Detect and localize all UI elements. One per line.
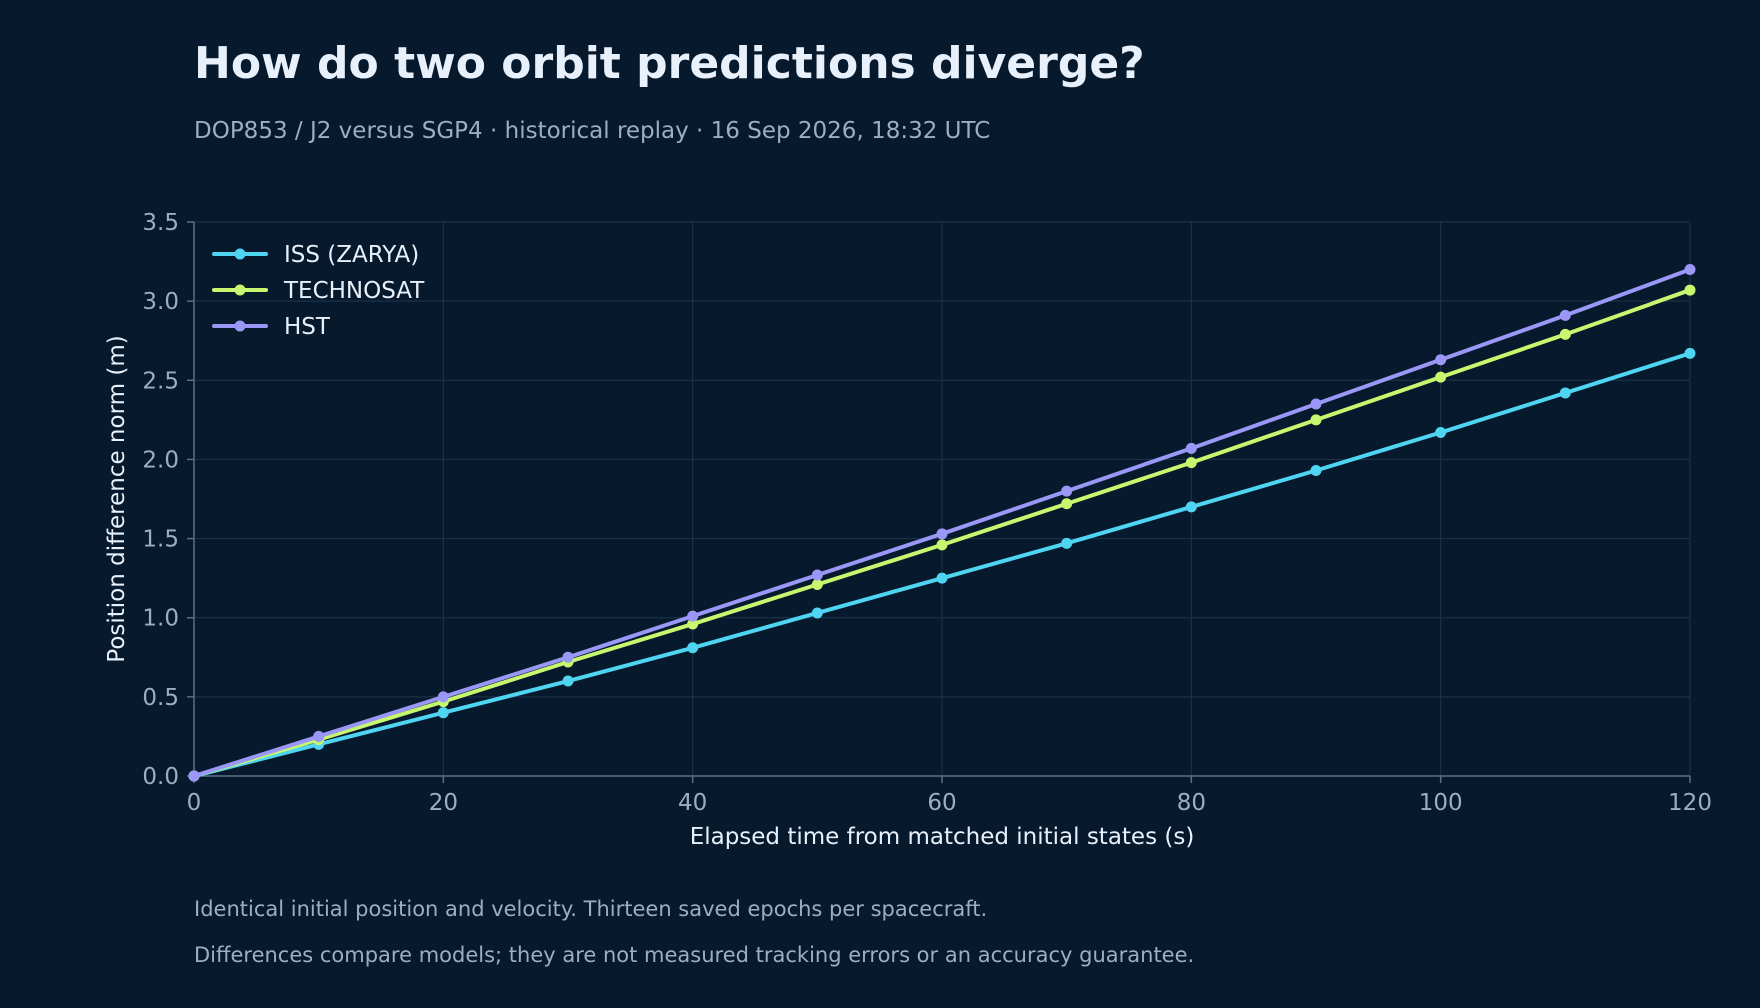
x-tick-label: 40 bbox=[678, 790, 707, 816]
x-tick-label: 0 bbox=[187, 790, 202, 816]
data-point bbox=[562, 651, 574, 663]
data-point bbox=[811, 578, 823, 590]
data-point bbox=[437, 707, 449, 719]
data-point bbox=[687, 618, 699, 630]
y-tick-label: 1.0 bbox=[142, 606, 179, 632]
y-tick-label: 2.5 bbox=[142, 368, 179, 394]
footnote-1: Identical initial position and velocity.… bbox=[194, 897, 988, 921]
y-tick-label: 1.5 bbox=[142, 527, 179, 553]
legend-swatch-marker bbox=[234, 284, 246, 296]
y-tick-label: 3.5 bbox=[142, 210, 179, 236]
data-point bbox=[687, 610, 699, 622]
data-point bbox=[1061, 498, 1073, 510]
data-point bbox=[1185, 501, 1197, 513]
data-point bbox=[687, 642, 699, 654]
legend-label: HST bbox=[284, 314, 331, 340]
data-point bbox=[1559, 309, 1571, 321]
data-point bbox=[1185, 457, 1197, 469]
y-axis-label: Position difference norm (m) bbox=[104, 335, 130, 662]
data-point bbox=[1684, 347, 1696, 359]
data-point bbox=[1310, 465, 1322, 477]
data-point bbox=[1061, 537, 1073, 549]
chart-title: How do two orbit predictions diverge? bbox=[194, 38, 1145, 89]
y-tick-label: 3.0 bbox=[142, 289, 179, 315]
legend-swatch-marker bbox=[234, 248, 246, 260]
legend-swatch-marker bbox=[234, 320, 246, 332]
data-point bbox=[1435, 354, 1447, 366]
data-point bbox=[936, 572, 948, 584]
data-point bbox=[1435, 371, 1447, 383]
data-point bbox=[1684, 263, 1696, 275]
data-point bbox=[1559, 387, 1571, 399]
data-point bbox=[811, 607, 823, 619]
legend: ISS (ZARYA) TECHNOSAT HST bbox=[212, 242, 425, 340]
x-tick-label: 20 bbox=[429, 790, 458, 816]
axis-layer bbox=[187, 221, 1691, 783]
y-tick-label: 2.0 bbox=[142, 447, 179, 473]
series-layer bbox=[188, 263, 1696, 782]
data-point bbox=[936, 539, 948, 551]
data-point bbox=[1684, 284, 1696, 296]
data-point bbox=[188, 770, 200, 782]
chart-subtitle: DOP853 / J2 versus SGP4 · historical rep… bbox=[194, 118, 991, 144]
x-tick-label: 120 bbox=[1668, 790, 1712, 816]
footnote-2: Differences compare models; they are not… bbox=[194, 943, 1195, 967]
data-point bbox=[1185, 442, 1197, 454]
data-point bbox=[1435, 427, 1447, 439]
data-point bbox=[1310, 398, 1322, 410]
data-point bbox=[1310, 414, 1322, 426]
data-point bbox=[811, 569, 823, 581]
legend-label: TECHNOSAT bbox=[283, 278, 425, 304]
data-point bbox=[1559, 328, 1571, 340]
data-point bbox=[313, 730, 325, 742]
legend-label: ISS (ZARYA) bbox=[284, 242, 419, 268]
data-point bbox=[936, 528, 948, 540]
x-tick-label: 60 bbox=[927, 790, 956, 816]
data-point bbox=[437, 691, 449, 703]
x-tick-label: 80 bbox=[1177, 790, 1206, 816]
x-tick-label: 100 bbox=[1419, 790, 1463, 816]
data-point bbox=[1061, 485, 1073, 497]
tick-labels: 0 20 40 60 80 100 120 0.0 0.5 1.0 1.5 2.0 2.5 3.0 3.5 bbox=[142, 210, 1712, 816]
x-axis-label: Elapsed time from matched initial states… bbox=[690, 824, 1195, 850]
y-tick-label: 0.5 bbox=[142, 685, 179, 711]
data-point bbox=[562, 675, 574, 687]
y-tick-label: 0.0 bbox=[142, 764, 179, 790]
